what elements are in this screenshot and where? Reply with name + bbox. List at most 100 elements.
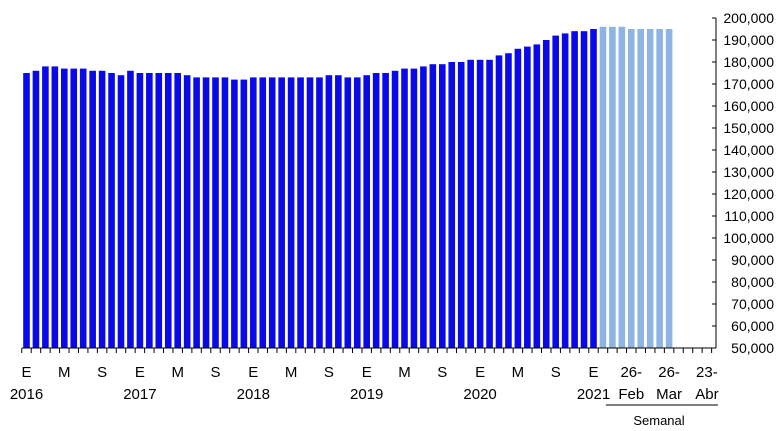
monthly-bar xyxy=(410,68,418,348)
monthly-bar xyxy=(174,73,181,348)
x-month-label: M xyxy=(512,364,525,381)
monthly-bar xyxy=(89,70,96,349)
monthly-bar xyxy=(552,35,559,348)
weekly-bar xyxy=(618,26,626,349)
x-month-label: M xyxy=(398,364,411,381)
monthly-bar xyxy=(212,77,219,349)
monthly-bar xyxy=(325,75,333,348)
x-month-label: E xyxy=(588,364,598,381)
monthly-bar xyxy=(61,68,68,348)
y-tick-label: 100,000 xyxy=(723,230,774,246)
monthly-bar xyxy=(23,73,30,348)
monthly-bar xyxy=(344,77,352,349)
monthly-bar xyxy=(306,77,314,349)
monthly-bar xyxy=(240,79,248,348)
weekly-bar xyxy=(609,26,616,349)
weekly-bar xyxy=(656,29,663,348)
x-month-label: E xyxy=(21,364,31,381)
monthly-bar xyxy=(467,59,474,349)
x-weekly-month-label: Abr xyxy=(695,386,718,403)
monthly-bar xyxy=(136,73,144,348)
monthly-bar xyxy=(542,40,550,348)
monthly-bar xyxy=(561,33,569,349)
x-year-label: 2017 xyxy=(123,386,156,403)
y-tick-label: 80,000 xyxy=(731,274,774,290)
monthly-bar xyxy=(571,31,578,348)
x-month-label: E xyxy=(135,364,145,381)
monthly-bar xyxy=(278,77,285,349)
monthly-bar xyxy=(448,62,456,348)
weekly-bar xyxy=(599,26,607,349)
x-month-label: S xyxy=(437,364,447,381)
y-tick-label: 180,000 xyxy=(723,54,774,70)
monthly-bar xyxy=(316,77,323,349)
x-weekly-day-label: 26- xyxy=(658,364,680,381)
monthly-bar xyxy=(79,68,87,348)
monthly-bar xyxy=(524,46,531,348)
x-month-label: E xyxy=(248,364,258,381)
x-month-label: M xyxy=(171,364,184,381)
monthly-bar xyxy=(193,77,200,349)
x-year-label: 2020 xyxy=(463,386,496,403)
y-tick-label: 70,000 xyxy=(731,296,774,312)
monthly-bar xyxy=(372,73,380,348)
monthly-bar xyxy=(259,77,267,349)
monthly-bar xyxy=(590,29,597,348)
y-tick-label: 60,000 xyxy=(731,318,774,334)
monthly-bar xyxy=(221,77,229,349)
monthly-bar xyxy=(476,59,484,349)
y-tick-label: 140,000 xyxy=(723,142,774,158)
y-tick-label: 110,000 xyxy=(724,208,774,224)
x-year-label: 2019 xyxy=(350,386,383,403)
x-month-label: E xyxy=(475,364,485,381)
monthly-bar xyxy=(514,48,522,349)
monthly-bar xyxy=(127,70,134,349)
monthly-bar xyxy=(231,79,238,348)
weekly-bar xyxy=(646,29,654,348)
y-tick-label: 200,000 xyxy=(723,10,774,26)
monthly-bar xyxy=(486,59,493,349)
y-tick-label: 90,000 xyxy=(731,252,774,268)
weekly-bar xyxy=(665,29,673,348)
monthly-bar xyxy=(505,53,512,348)
x-month-label: S xyxy=(210,364,220,381)
weekly-bar xyxy=(628,29,635,348)
labels-layer: 50,000 60,000 70,000 80,000 90,000 100,000 110… xyxy=(10,10,774,428)
x-month-label: E xyxy=(362,364,372,381)
monthly-bar xyxy=(382,73,389,348)
y-tick-label: 50,000 xyxy=(731,340,774,356)
x-month-label: S xyxy=(551,364,561,381)
monthly-bar xyxy=(420,66,427,349)
monthly-bar xyxy=(297,77,304,349)
x-year-label: 2016 xyxy=(10,386,43,403)
bars-layer xyxy=(23,26,673,349)
weekly-bar xyxy=(637,29,645,348)
monthly-bar xyxy=(183,75,191,348)
monthly-bar xyxy=(32,70,40,349)
monthly-bar xyxy=(533,44,541,349)
monthly-bar xyxy=(268,77,276,349)
x-weekly-day-label: 23- xyxy=(696,364,718,381)
weekly-group-label: Semanal xyxy=(633,413,684,426)
monthly-bar xyxy=(335,75,342,348)
monthly-bar xyxy=(117,75,125,348)
monthly-bar xyxy=(250,77,257,349)
y-tick-label: 120,000 xyxy=(723,186,774,202)
monthly-bar xyxy=(42,66,49,349)
x-month-label: M xyxy=(58,364,71,381)
monthly-bar xyxy=(429,64,437,348)
x-year-label: 2018 xyxy=(237,386,270,403)
x-weekly-day-label: 26- xyxy=(620,364,642,381)
monthly-bar xyxy=(363,75,370,348)
monthly-bar xyxy=(353,77,361,349)
monthly-bar xyxy=(155,73,163,348)
monthly-bar xyxy=(495,55,503,349)
monthly-bar xyxy=(439,64,446,348)
axes-layer xyxy=(21,17,718,406)
y-tick-label: 150,000 xyxy=(723,120,774,136)
x-month-label: S xyxy=(97,364,107,381)
x-year-label: 2021 xyxy=(577,386,610,403)
x-month-label: S xyxy=(324,364,334,381)
